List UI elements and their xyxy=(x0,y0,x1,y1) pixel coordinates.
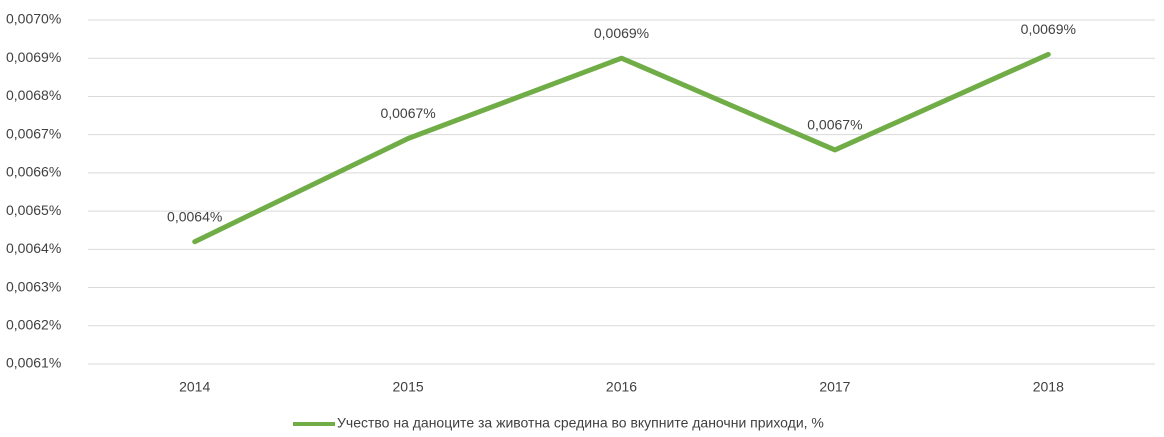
x-tick-label: 2014 xyxy=(179,379,210,395)
y-tick-label: 0,0062% xyxy=(6,316,61,332)
y-tick-label: 0,0066% xyxy=(6,164,61,180)
x-tick-label: 2016 xyxy=(606,379,637,395)
data-label: 0,0067% xyxy=(380,105,435,121)
y-tick-label: 0,0069% xyxy=(6,49,61,65)
y-tick-label: 0,0068% xyxy=(6,87,61,103)
x-tick-label: 2015 xyxy=(393,379,424,395)
y-tick-label: 0,0061% xyxy=(6,355,61,371)
data-label: 0,0067% xyxy=(807,117,862,133)
series-line xyxy=(192,51,1051,245)
y-tick-label: 0,0067% xyxy=(6,125,61,141)
y-tick-label: 0,0065% xyxy=(6,202,61,218)
x-tick-label: 2018 xyxy=(1033,379,1064,395)
y-tick-label: 0,0063% xyxy=(6,278,61,294)
data-label: 0,0069% xyxy=(1021,21,1076,37)
data-label: 0,0064% xyxy=(167,208,222,224)
y-tick-label: 0,0064% xyxy=(6,240,61,256)
data-label: 0,0069% xyxy=(594,25,649,41)
x-tick-label: 2017 xyxy=(819,379,850,395)
legend-label: Учество на даноците за животна средина в… xyxy=(337,415,824,431)
y-tick-label: 0,0070% xyxy=(6,11,61,27)
